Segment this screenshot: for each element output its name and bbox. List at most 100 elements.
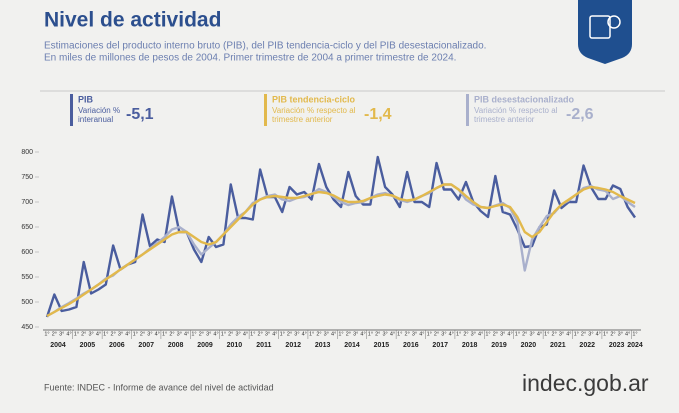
year-label: 2017 [432,342,448,349]
x-tick-label: 1° [74,331,79,337]
year-label: 2005 [80,342,96,349]
year-label: 2021 [550,342,566,349]
x-tick-label: 2° [258,331,263,337]
indicator-value: -2,6 [566,106,594,123]
year-label: 2012 [285,342,301,349]
x-tick-label: 3° [588,331,593,337]
x-tick-label: 4° [272,331,277,337]
x-tick-label: 3° [324,331,329,337]
x-tick-label: 4° [125,331,130,337]
x-tick-label: 1° [456,331,461,337]
year-label: 2007 [138,342,154,349]
x-tick-label: 2° [287,331,292,337]
x-tick-label: 2° [522,331,527,337]
indicator-bar [264,94,267,126]
x-tick-label: 4° [596,331,601,337]
indicator-bar [70,94,73,126]
indicator-value: -5,1 [126,106,154,123]
x-tick-label: 3° [471,331,476,337]
indicator-value: -1,4 [364,106,392,123]
x-tick-label: 3° [265,331,270,337]
x-tick-label: 4° [66,331,71,337]
x-tick-label: 2° [199,331,204,337]
indicator-label: Variación % respecto al [474,106,558,115]
x-tick-label: 2° [552,331,557,337]
x-tick-label: 1° [574,331,579,337]
x-tick-label: 2° [140,331,145,337]
x-tick-label: 4° [213,331,218,337]
source: Fuente: INDEC - Informe de avance del ni… [44,382,274,392]
y-tick-label: 650 [21,224,33,231]
x-tick-label: 3° [59,331,64,337]
x-tick-label: 4° [243,331,248,337]
x-tick-label: 4° [390,331,395,337]
subtitle: En miles de millones de pesos de 2004. P… [44,53,456,64]
year-label: 2006 [109,342,125,349]
x-tick-label: 3° [88,331,93,337]
indicator-name: PIB desestacionalizado [474,94,575,104]
x-tick-label: 1° [368,331,373,337]
x-tick-label: 2° [52,331,57,337]
year-label: 2015 [374,342,390,349]
y-tick-label: 800 [21,149,33,156]
indicator-name: PIB tendencia-ciclo [272,94,356,104]
x-tick-label: 3° [441,331,446,337]
y-tick-label: 500 [21,299,33,306]
y-tick-label: 750 [21,174,33,181]
x-tick-label: 2° [346,331,351,337]
x-tick-label: 1° [191,331,196,337]
y-tick-label: 700 [21,199,33,206]
x-tick-label: 2° [111,331,116,337]
x-tick-label: 2° [405,331,410,337]
x-tick-label: 2° [375,331,380,337]
x-tick-label: 3° [353,331,358,337]
x-tick-label: 3° [294,331,299,337]
series-line [45,155,636,318]
x-tick-label: 1° [338,331,343,337]
year-label: 2024 [627,342,643,349]
year-label: 2010 [227,342,243,349]
x-tick-label: 1° [103,331,108,337]
chart-title: Nivel de actividad [44,9,221,32]
x-tick-label: 2° [316,331,321,337]
logo: indec.gob.ar [522,370,649,396]
x-tick-label: 4° [331,331,336,337]
icon-badge [578,0,632,64]
year-label: 2013 [315,342,331,349]
x-tick-label: 1° [397,331,402,337]
year-label: 2022 [579,342,595,349]
series-line [46,183,636,318]
indicator-label: trimestre anterior [272,115,333,124]
x-tick-label: 3° [500,331,505,337]
x-tick-label: 1° [250,331,255,337]
year-label: 2019 [491,342,507,349]
indicator-name: PIB [78,94,94,104]
y-tick-label: 450 [21,324,33,331]
x-tick-label: 1° [485,331,490,337]
x-tick-label: 1° [309,331,314,337]
x-tick-label: 4° [478,331,483,337]
year-label: 2014 [344,342,360,349]
year-label: 2018 [462,342,478,349]
icon-arrow [607,15,621,29]
x-tick-label: 4° [537,331,542,337]
x-tick-label: 1° [544,331,549,337]
year-label: 2011 [256,342,271,349]
x-tick-label: 4° [419,331,424,337]
x-tick-label: 1° [603,331,608,337]
x-tick-label: 3° [382,331,387,337]
indicator-label: trimestre anterior [474,115,535,124]
indicator-label: Variación % respecto al [272,106,356,115]
x-tick-label: 1° [162,331,167,337]
year-label: 2004 [50,342,66,349]
x-tick-label: 3° [177,331,182,337]
x-tick-label: 4° [507,331,512,337]
x-tick-label: 2° [610,331,615,337]
x-tick-label: 2° [463,331,468,337]
year-label: 2020 [521,342,537,349]
x-tick-label: 3° [529,331,534,337]
x-tick-label: 1° [221,331,226,337]
x-tick-label: 4° [449,331,454,337]
